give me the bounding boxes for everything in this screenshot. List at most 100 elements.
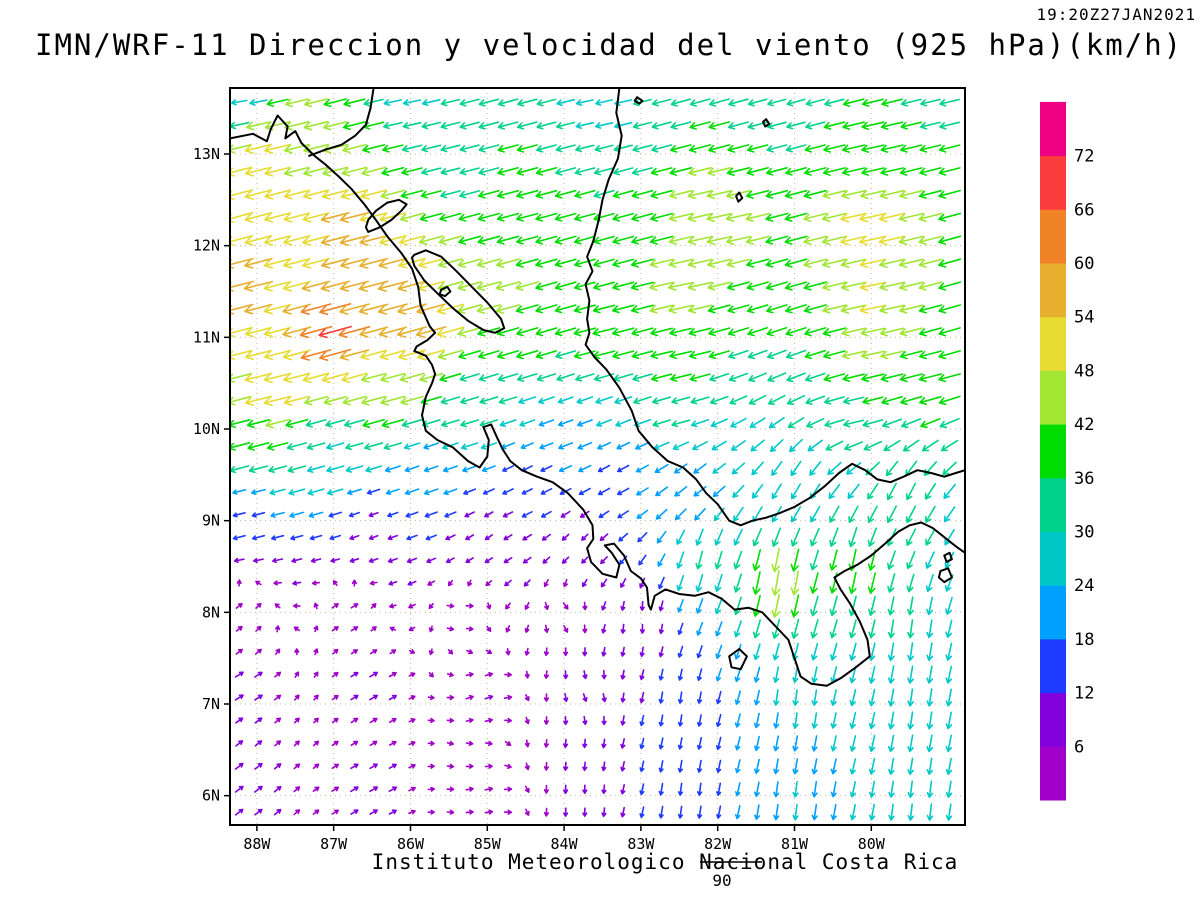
wind-arrow (810, 549, 819, 571)
wind-arrow (926, 780, 934, 798)
wind-arrow (899, 167, 923, 176)
wind-arrow (541, 510, 552, 518)
wind-arrow (504, 763, 512, 769)
wind-arrow (582, 693, 588, 702)
wind-arrow (617, 510, 629, 519)
wind-arrow (727, 304, 750, 314)
wind-arrow (753, 643, 761, 661)
wind-arrow (486, 602, 492, 610)
wind-arrow (516, 189, 539, 199)
wind-arrow (790, 527, 801, 547)
wind-arrow (631, 304, 654, 314)
wind-arrow (331, 740, 339, 747)
colorbar-tick-label: 60 (1074, 254, 1094, 274)
wind-arrow (692, 441, 708, 451)
wind-arrow (446, 786, 455, 792)
wind-arrow (495, 281, 521, 291)
wind-arrow (378, 257, 408, 269)
wind-arrow (369, 580, 378, 586)
wind-arrow (522, 556, 532, 564)
wind-arrow (270, 511, 285, 518)
wind-arrow (426, 557, 437, 564)
colorbar-segment (1040, 692, 1066, 747)
wind-arrow (868, 757, 876, 775)
wind-arrow (441, 419, 460, 428)
wind-arrow (728, 372, 749, 382)
wind-arrow (750, 439, 765, 452)
wind-arrow (283, 372, 311, 384)
wind-arrow (582, 670, 588, 680)
wind-arrow (330, 557, 341, 563)
wind-arrow (824, 418, 845, 428)
wind-arrow (842, 373, 865, 382)
wind-arrow (581, 533, 589, 541)
wind-arrow (688, 144, 712, 153)
wind-arrow (575, 373, 595, 382)
wind-arrow (690, 419, 710, 428)
wind-arrow (597, 464, 611, 473)
wind-arrow (639, 806, 645, 819)
wind-arrow (439, 373, 462, 383)
colorbar-segment (1040, 585, 1066, 640)
wind-arrow (269, 488, 286, 496)
wind-arrow (918, 350, 942, 360)
wind-arrow (672, 441, 690, 451)
wind-arrow (563, 715, 569, 726)
wind-arrow (563, 624, 569, 633)
wind-arrow (918, 258, 943, 268)
wind-arrow (827, 461, 842, 475)
wind-arrow (575, 121, 594, 129)
wind-arrow (562, 578, 568, 588)
wind-arrow (271, 534, 285, 541)
wind-arrow (883, 439, 901, 452)
wind-arrow (888, 780, 895, 798)
wind-arrow (436, 326, 465, 338)
wind-arrow (235, 740, 244, 747)
wind-arrow (400, 189, 424, 199)
colorbar-segment (1040, 424, 1066, 479)
wind-arrow (804, 372, 826, 382)
wind-arrow (283, 212, 311, 223)
wind-arrow (753, 712, 760, 729)
wind-arrow (898, 281, 924, 291)
wind-arrow (398, 349, 426, 361)
wind-arrow (614, 121, 633, 129)
wind-arrow (344, 419, 365, 428)
wind-arrow (919, 396, 942, 406)
lon-tick-label: 83W (627, 835, 655, 853)
wind-arrow (350, 740, 359, 746)
wind-arrow (543, 647, 549, 657)
wind-arrow (613, 144, 633, 153)
wind-arrow (860, 327, 886, 337)
wind-arrow (880, 167, 904, 176)
wind-arrow (938, 350, 961, 360)
wind-arrow (312, 740, 320, 747)
wind-arrow (341, 372, 368, 383)
wind-arrow (498, 396, 518, 405)
wind-arrow (765, 281, 788, 291)
wind-arrow (825, 440, 844, 451)
colorbar-segment (1040, 370, 1066, 425)
wind-arrow (861, 121, 885, 130)
wind-arrow (573, 304, 596, 314)
wind-arrow (424, 511, 438, 518)
wind-arrow (751, 461, 764, 476)
wind-arrow (582, 624, 588, 634)
wind-arrow (696, 621, 704, 636)
wind-arrow (420, 190, 442, 199)
wind-arrow (485, 579, 493, 587)
coastline-path (633, 96, 644, 105)
wind-arrow (748, 394, 767, 405)
wind-arrow (708, 98, 730, 107)
wind-arrow (325, 419, 346, 428)
wind-arrow (522, 533, 533, 541)
wind-arrow (696, 645, 703, 659)
wind-arrow (574, 167, 596, 176)
wind-arrow (405, 511, 419, 518)
wind-arrow (415, 326, 447, 338)
wind-arrow (727, 144, 750, 153)
wind-arrow (331, 763, 339, 769)
wind-arrow (810, 619, 819, 639)
wind-arrow (573, 281, 596, 291)
wind-arrow (293, 786, 301, 793)
